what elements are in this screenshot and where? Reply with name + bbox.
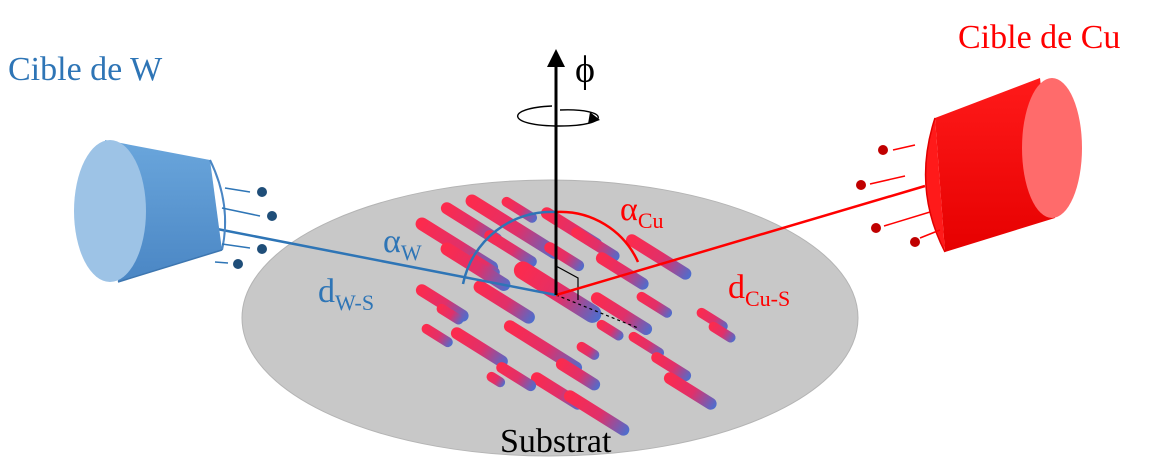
alpha-cu-label: αCu bbox=[620, 191, 664, 233]
copper-particles bbox=[856, 144, 941, 247]
substrate-label: Substrat bbox=[500, 423, 612, 460]
target-cu-label: Cible de Cu bbox=[958, 19, 1120, 56]
rotation-arrow-head bbox=[588, 112, 600, 124]
dist-w-label: dW-S bbox=[318, 273, 374, 315]
dist-w-subscript: W-S bbox=[335, 290, 374, 315]
w-beam-line bbox=[211, 226, 557, 297]
copper-target bbox=[924, 78, 1082, 253]
rotation-label: ϕ bbox=[575, 49, 595, 91]
alpha-cu-subscript: Cu bbox=[638, 208, 664, 233]
cu-beam-line bbox=[555, 184, 926, 297]
alpha-cu-arc bbox=[555, 210, 640, 263]
alpha-w-arc bbox=[461, 210, 557, 285]
right-angle-marker bbox=[555, 265, 579, 300]
dist-cu-subscript: Cu-S bbox=[745, 286, 790, 311]
nanorods bbox=[415, 194, 736, 436]
target-w-label: Cible de W bbox=[8, 51, 163, 88]
rotation-arrow bbox=[517, 105, 599, 127]
projection-line bbox=[555, 294, 639, 329]
dist-cu-label: dCu-S bbox=[728, 269, 790, 311]
tungsten-target bbox=[74, 140, 227, 283]
substrate-disk bbox=[241, 179, 859, 457]
alpha-w-subscript: W bbox=[401, 240, 422, 265]
tungsten-particles bbox=[214, 187, 277, 269]
alpha-w-label: αW bbox=[383, 223, 422, 265]
